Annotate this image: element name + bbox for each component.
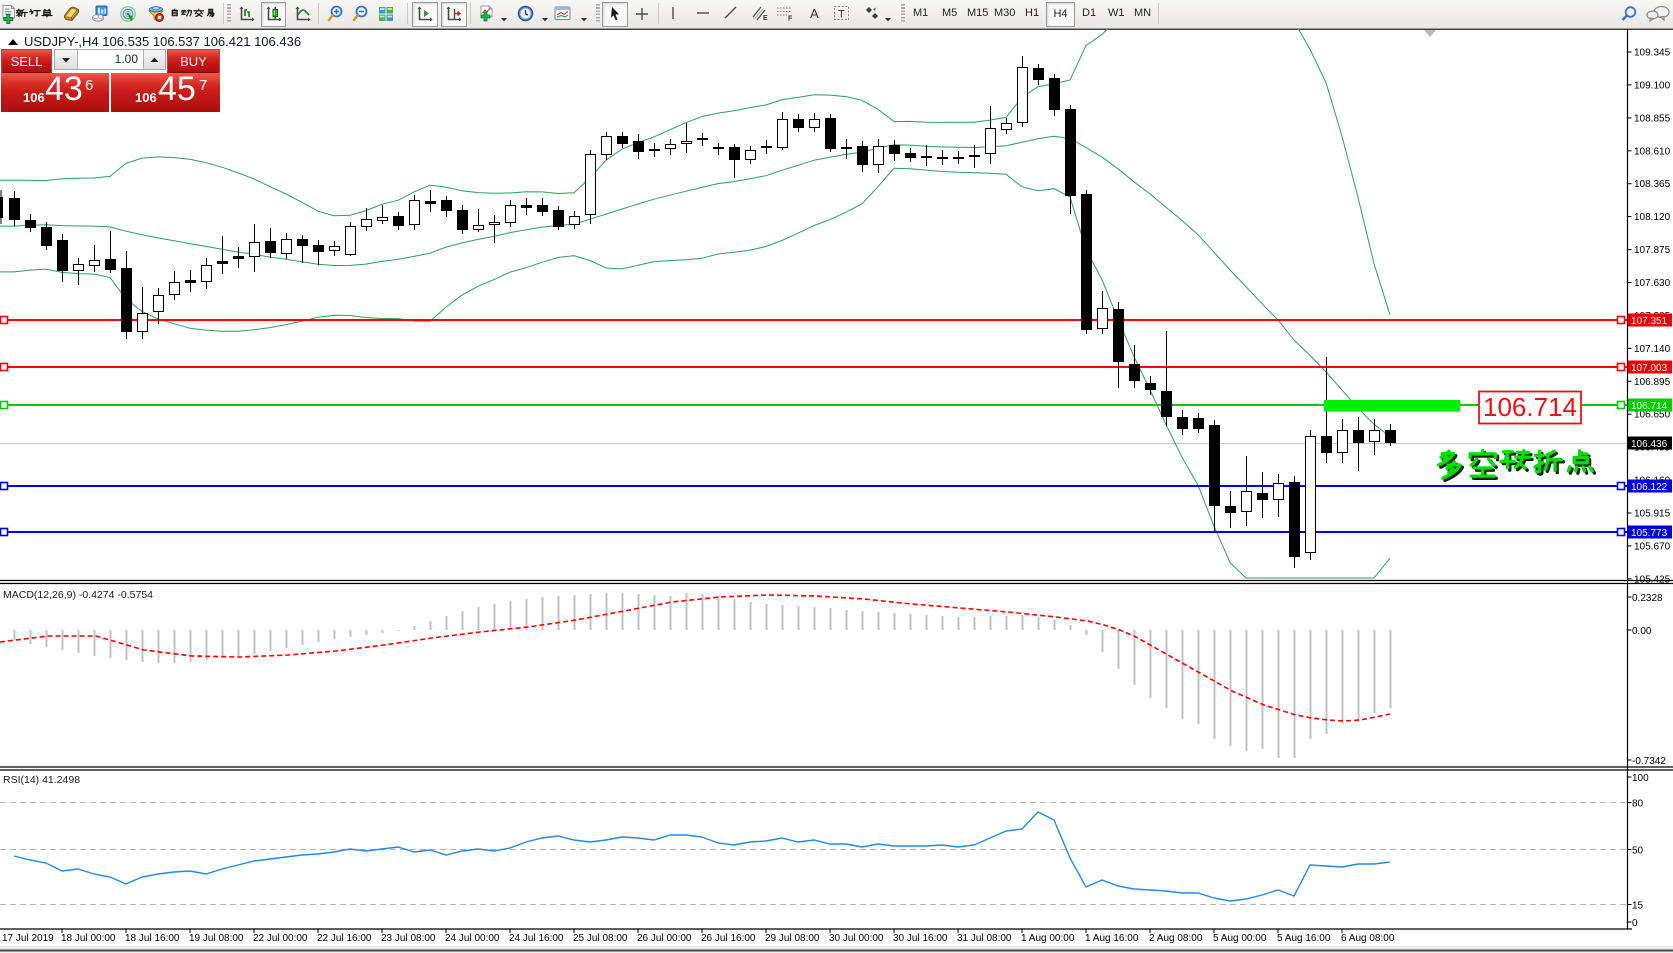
svg-text:107.003: 107.003 bbox=[1631, 363, 1668, 374]
svg-text:105.915: 105.915 bbox=[1634, 509, 1671, 520]
svg-text:30 Jul 00:00: 30 Jul 00:00 bbox=[829, 933, 884, 944]
svg-text:106.122: 106.122 bbox=[1631, 482, 1668, 493]
svg-text:100: 100 bbox=[1632, 773, 1649, 784]
svg-text:0.00: 0.00 bbox=[1632, 626, 1652, 637]
svg-text:106.436: 106.436 bbox=[1631, 439, 1668, 450]
svg-text:22 Jul 00:00: 22 Jul 00:00 bbox=[253, 933, 308, 944]
svg-text:105.670: 105.670 bbox=[1634, 541, 1671, 552]
svg-text:MACD(12,26,9) -0.4274 -0.5754: MACD(12,26,9) -0.4274 -0.5754 bbox=[3, 589, 153, 601]
svg-text:22 Jul 16:00: 22 Jul 16:00 bbox=[317, 933, 372, 944]
svg-text:1 Aug 00:00: 1 Aug 00:00 bbox=[1021, 933, 1075, 944]
svg-text:106.714: 106.714 bbox=[1483, 392, 1577, 422]
svg-text:18 Jul 00:00: 18 Jul 00:00 bbox=[61, 933, 116, 944]
svg-text:0.2328: 0.2328 bbox=[1632, 593, 1663, 604]
svg-text:105.773: 105.773 bbox=[1631, 528, 1668, 539]
svg-text:5 Aug 16:00: 5 Aug 16:00 bbox=[1277, 933, 1331, 944]
svg-text:5 Aug 00:00: 5 Aug 00:00 bbox=[1213, 933, 1267, 944]
svg-text:108.855: 108.855 bbox=[1634, 113, 1671, 124]
svg-text:26 Jul 16:00: 26 Jul 16:00 bbox=[701, 933, 756, 944]
svg-text:106.714: 106.714 bbox=[1631, 401, 1668, 412]
svg-text:108.365: 108.365 bbox=[1634, 179, 1671, 190]
svg-text:30 Jul 16:00: 30 Jul 16:00 bbox=[893, 933, 948, 944]
svg-text:23 Jul 08:00: 23 Jul 08:00 bbox=[381, 933, 436, 944]
svg-text:108.120: 108.120 bbox=[1634, 212, 1671, 223]
svg-text:29 Jul 08:00: 29 Jul 08:00 bbox=[765, 933, 820, 944]
svg-text:107.140: 107.140 bbox=[1634, 344, 1671, 355]
svg-text:107.875: 107.875 bbox=[1634, 245, 1671, 256]
svg-text:109.100: 109.100 bbox=[1634, 80, 1671, 91]
svg-text:26 Jul 00:00: 26 Jul 00:00 bbox=[637, 933, 692, 944]
svg-text:6 Aug 08:00: 6 Aug 08:00 bbox=[1341, 933, 1395, 944]
svg-text:50: 50 bbox=[1632, 846, 1644, 857]
svg-text:18 Jul 16:00: 18 Jul 16:00 bbox=[125, 933, 180, 944]
svg-text:106.895: 106.895 bbox=[1634, 377, 1671, 388]
svg-text:24 Jul 00:00: 24 Jul 00:00 bbox=[445, 933, 500, 944]
svg-text:31 Jul 08:00: 31 Jul 08:00 bbox=[957, 933, 1012, 944]
svg-text:25 Jul 08:00: 25 Jul 08:00 bbox=[573, 933, 628, 944]
svg-text:106.650: 106.650 bbox=[1634, 410, 1671, 421]
svg-text:107.351: 107.351 bbox=[1631, 316, 1668, 327]
svg-text:1 Aug 16:00: 1 Aug 16:00 bbox=[1085, 933, 1139, 944]
svg-text:F: F bbox=[788, 16, 793, 23]
svg-text:107.630: 107.630 bbox=[1634, 278, 1671, 289]
svg-text:15: 15 bbox=[1632, 901, 1644, 912]
svg-text:0: 0 bbox=[1632, 918, 1638, 929]
svg-text:108.610: 108.610 bbox=[1634, 146, 1671, 157]
svg-text:USDJPY-,H4 106.535 106.537 10: USDJPY-,H4 106.535 106.537 106.421 106.4… bbox=[24, 34, 301, 49]
svg-text:80: 80 bbox=[1632, 799, 1644, 810]
svg-text:E: E bbox=[763, 15, 768, 22]
svg-text:109.345: 109.345 bbox=[1634, 48, 1671, 59]
svg-text:T: T bbox=[838, 9, 845, 21]
svg-text:RSI(14) 41.2498: RSI(14) 41.2498 bbox=[3, 774, 80, 786]
svg-text:A: A bbox=[810, 6, 819, 21]
svg-text:2 Aug 08:00: 2 Aug 08:00 bbox=[1149, 933, 1203, 944]
svg-text:105.425: 105.425 bbox=[1634, 574, 1671, 585]
svg-text:-0.7342: -0.7342 bbox=[1632, 756, 1666, 767]
svg-text:24 Jul 16:00: 24 Jul 16:00 bbox=[509, 933, 564, 944]
svg-text:17 Jul 2019: 17 Jul 2019 bbox=[2, 933, 54, 944]
svg-text:19 Jul 08:00: 19 Jul 08:00 bbox=[189, 933, 244, 944]
